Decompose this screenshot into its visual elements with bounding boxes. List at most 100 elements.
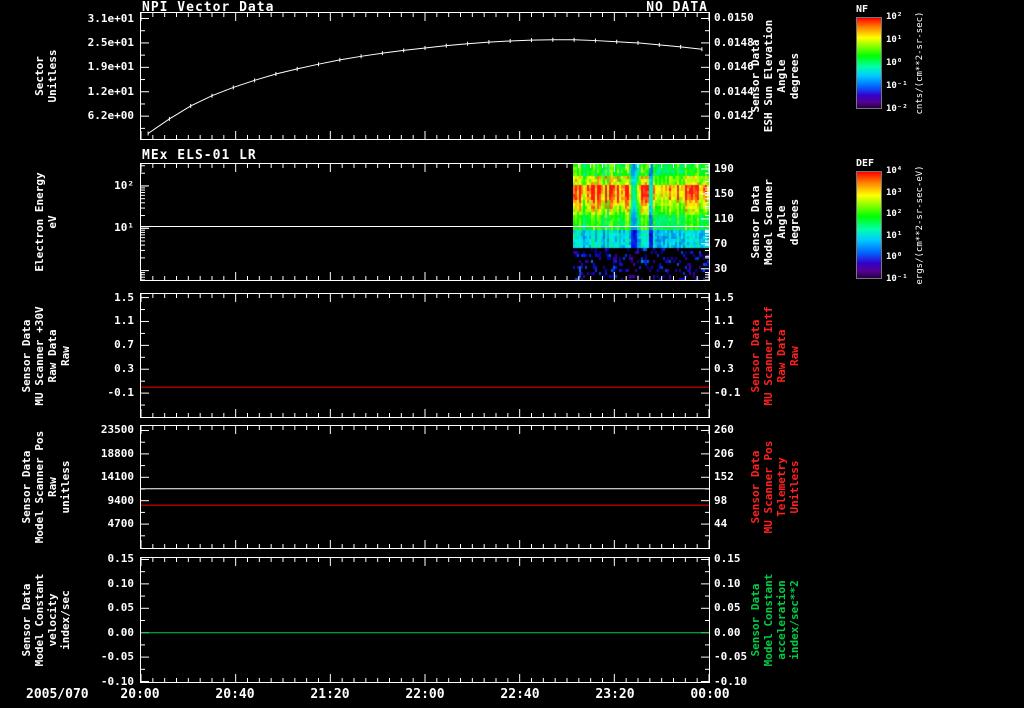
y-axis-tick-label: 4700 (107, 517, 135, 531)
right-axis-title-line: degrees (787, 52, 801, 100)
y2-axis-tick-label: 190 (714, 161, 734, 175)
colorbar-tick-label: 10⁻¹ (886, 81, 908, 91)
y-axis-tick-label: 0.05 (107, 601, 135, 615)
y2-axis-tick-label: 150 (714, 186, 734, 200)
plot-svg (140, 163, 710, 281)
x-axis-tick-label: 21:20 (310, 687, 350, 702)
left-axis-title-line: velocity (45, 593, 59, 647)
y2-axis-tick-label: 0.00 (714, 625, 741, 639)
left-axis-title-line: Unitless (45, 49, 59, 103)
y-axis-tick-label: 10² (114, 178, 134, 192)
colorbar-tick-label: 10³ (886, 187, 903, 198)
y-axis-tick-label: 0.00 (107, 625, 135, 639)
y-axis-tick-label: 3.1e+01 (87, 11, 134, 25)
y2-axis-tick-label: 0.3 (714, 362, 734, 376)
y2-axis-tick-label: 0.10 (714, 576, 741, 590)
y2-axis-tick-label: -0.05 (714, 650, 748, 664)
right-axis-title-line: acceleration (774, 580, 788, 660)
colorbar-nf-gradient (856, 17, 882, 109)
colorbar-nf-title: NF (856, 4, 869, 15)
left-axis-title-line: Model Constant (32, 573, 46, 667)
y2-axis-tick-label: 70 (714, 236, 728, 250)
plot-svg (140, 12, 710, 140)
y2-axis-tick-label: 0.0144 (714, 84, 754, 98)
y-axis-tick-label: -0.1 (107, 386, 135, 400)
no-data-status: NO DATA (646, 0, 708, 15)
y2-axis-tick-label: 0.15 (714, 552, 741, 566)
y2-axis-tick-label: 0.05 (714, 601, 741, 615)
y2-axis-tick-label: 206 (714, 446, 734, 460)
x-axis-tick-label: 22:00 (405, 687, 445, 702)
panel-npi-sector (140, 12, 710, 140)
colorbar-tick-label: 10⁴ (886, 166, 903, 176)
y-axis-tick-label: 10¹ (114, 221, 134, 235)
colorbar-tick-label: 10⁰ (886, 58, 903, 68)
x-axis-tick-label: 20:00 (120, 687, 160, 702)
y-axis-tick-label: 1.9e+01 (87, 60, 134, 74)
y2-axis-tick-label: 0.0150 (714, 11, 754, 25)
y2-axis-tick-label: 110 (714, 211, 734, 225)
plot-svg (140, 293, 710, 418)
plot-svg (140, 425, 710, 549)
colorbar-tick-label: 10⁻¹ (886, 274, 908, 284)
x-axis-tick-label: 23:20 (595, 687, 635, 702)
y2-axis-tick-label: 260 (714, 423, 734, 437)
left-axis-title-line: Sector (32, 56, 46, 96)
panel-scanner-pos (140, 425, 710, 549)
y2-axis-tick-label: -0.10 (714, 674, 748, 688)
colorbar-def-title: DEF (856, 158, 875, 169)
y-axis-tick-label: 0.15 (107, 552, 135, 566)
y2-axis-tick-label: 1.1 (714, 314, 734, 328)
y-axis-tick-label: 23500 (100, 423, 134, 437)
colorbar-def-gradient (856, 171, 882, 279)
right-axis-title-line: ESH Sun Elevation (761, 19, 775, 133)
y-axis-tick-label: 1.5 (114, 290, 134, 304)
x-axis-date-label: 2005/070 (26, 687, 89, 702)
x-axis-tick-label: 22:40 (500, 687, 540, 702)
panel-model-constant (140, 557, 710, 683)
y2-axis-tick-label: 152 (714, 470, 734, 484)
y2-axis-tick-label: 30 (714, 261, 728, 275)
y-axis-tick-label: 1.2e+01 (87, 84, 134, 98)
left-axis-title-line: index/sec (58, 590, 72, 650)
y-axis-tick-label: 14100 (100, 470, 134, 484)
y2-axis-tick-label: 44 (714, 517, 728, 531)
y-axis-tick-label: 2.5e+01 (87, 35, 134, 49)
y-axis-tick-label: 0.7 (114, 338, 134, 352)
plot-svg (140, 557, 710, 683)
y2-axis-tick-label: -0.1 (714, 386, 741, 400)
right-axis-title-line: index/sec**2 (787, 580, 801, 660)
colorbar-tick-label: 10¹ (886, 230, 903, 241)
x-axis-tick-label: 00:00 (690, 687, 730, 702)
x-axis-tick-label: 20:40 (215, 687, 255, 702)
right-axis-title-line: Sensor Data (748, 583, 762, 657)
y2-axis-tick-label: 0.0142 (714, 109, 754, 123)
colorbar-unit-label: ergs/(cm**2-sr-sec-eV) (915, 165, 925, 285)
colorbar-nf: NF 10² 10¹ 10⁰ 10⁻¹ 10⁻² cnts/(cm**2-sr-sec) (848, 4, 1024, 154)
right-axis-title-line: Model Constant (761, 573, 775, 667)
y-axis-tick-label: 0.10 (107, 576, 135, 590)
right-axis-title-line: Sensor Data (748, 39, 762, 113)
colorbar-tick-label: 10² (886, 12, 903, 22)
y-axis-tick-label: -0.10 (100, 674, 134, 688)
panel-mu-scanner-raw (140, 293, 710, 418)
y-axis-tick-label: 0.3 (114, 362, 134, 376)
y2-axis-tick-label: 98 (714, 493, 728, 507)
y2-axis-tick-label: 0.0146 (714, 60, 754, 74)
colorbar-tick-label: 10⁻² (886, 104, 908, 114)
y-axis-tick-label: 6.2e+00 (87, 109, 134, 123)
colorbar-tick-label: 10⁰ (886, 252, 903, 263)
left-axis-title-line: Sensor Data (19, 583, 33, 657)
y2-axis-tick-label: 1.5 (714, 290, 734, 304)
y-axis-tick-label: 9400 (107, 493, 135, 507)
colorbar-tick-label: 10² (886, 209, 903, 220)
els-spectrogram-image (573, 164, 709, 280)
right-axis-title-line: Angle (774, 59, 788, 93)
y-axis-tick-label: 1.1 (114, 314, 134, 328)
panel-els-spectrogram (140, 163, 710, 281)
panel1-title: NPI Vector Data (142, 0, 275, 15)
colorbar-tick-label: 10¹ (886, 35, 903, 45)
y-axis-tick-label: 18800 (100, 446, 134, 460)
panel2-title: MEx ELS-01 LR (142, 148, 257, 163)
